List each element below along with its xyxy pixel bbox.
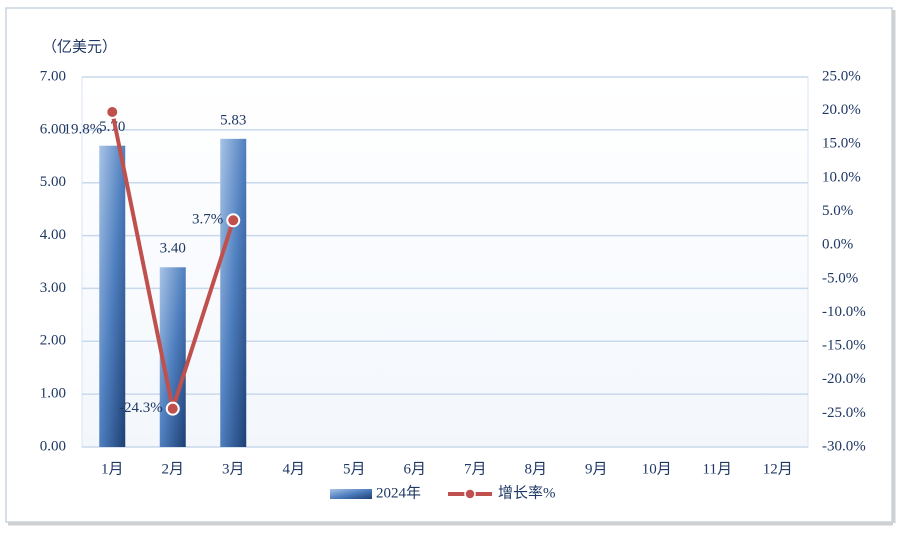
y-tick-label: 5.00 [40,174,66,190]
bar-value-label: 3.40 [160,241,186,257]
x-tick-label: 7月 [464,461,487,477]
legend-label: 增长率% [498,484,556,501]
y-tick-label: 3.00 [40,280,66,296]
bar-value-label: 5.70 [99,119,125,135]
y-tick-label: 0.00 [40,438,66,454]
line-marker [105,104,120,119]
y-tick-label: 7.00 [40,68,66,84]
x-tick-label: 3月 [222,461,245,477]
y2-tick-label: -25.0% [822,405,866,421]
line-value-label: 19.8% [64,121,103,137]
x-tick-label: 6月 [403,461,426,477]
bar [99,145,126,447]
y2-tick-label: 0.0% [822,237,853,253]
y2-tick-label: 20.0% [822,102,861,118]
y-tick-label: 1.00 [40,386,66,402]
y2-tick-label: -5.0% [822,270,858,286]
unit-label: （亿美元） [42,38,117,55]
y2-tick-label: -30.0% [822,438,866,454]
x-tick-label: 1月 [101,461,124,477]
legend-label: 2024年 [376,484,421,501]
x-tick-label: 10月 [642,461,672,477]
y-tick-label: 6.00 [40,121,66,137]
x-tick-label: 8月 [524,461,547,477]
line-value-label: -24.3% [119,400,163,416]
line-value-label: 3.7% [192,212,223,228]
bar-value-label: 5.83 [220,112,246,128]
line-marker [226,213,241,228]
y2-tick-label: 15.0% [822,136,861,152]
legend-swatch [464,488,476,500]
y-tick-label: 2.00 [40,333,66,349]
x-tick-label: 9月 [585,461,608,477]
y2-tick-label: 25.0% [822,68,861,84]
line-marker [165,401,180,416]
y2-tick-label: -20.0% [822,371,866,387]
y2-tick-label: 5.0% [822,203,853,219]
x-tick-label: 2月 [161,461,184,477]
x-tick-label: 4月 [282,461,305,477]
bar [220,138,247,448]
y2-tick-label: -10.0% [822,304,866,320]
x-tick-label: 11月 [703,461,732,477]
x-tick-label: 5月 [343,461,366,477]
y2-tick-label: -15.0% [822,338,866,354]
plot-area [81,76,809,448]
legend-swatch [330,489,372,499]
y-tick-label: 4.00 [40,227,66,243]
x-tick-label: 12月 [763,461,793,477]
y2-tick-label: 10.0% [822,169,861,185]
